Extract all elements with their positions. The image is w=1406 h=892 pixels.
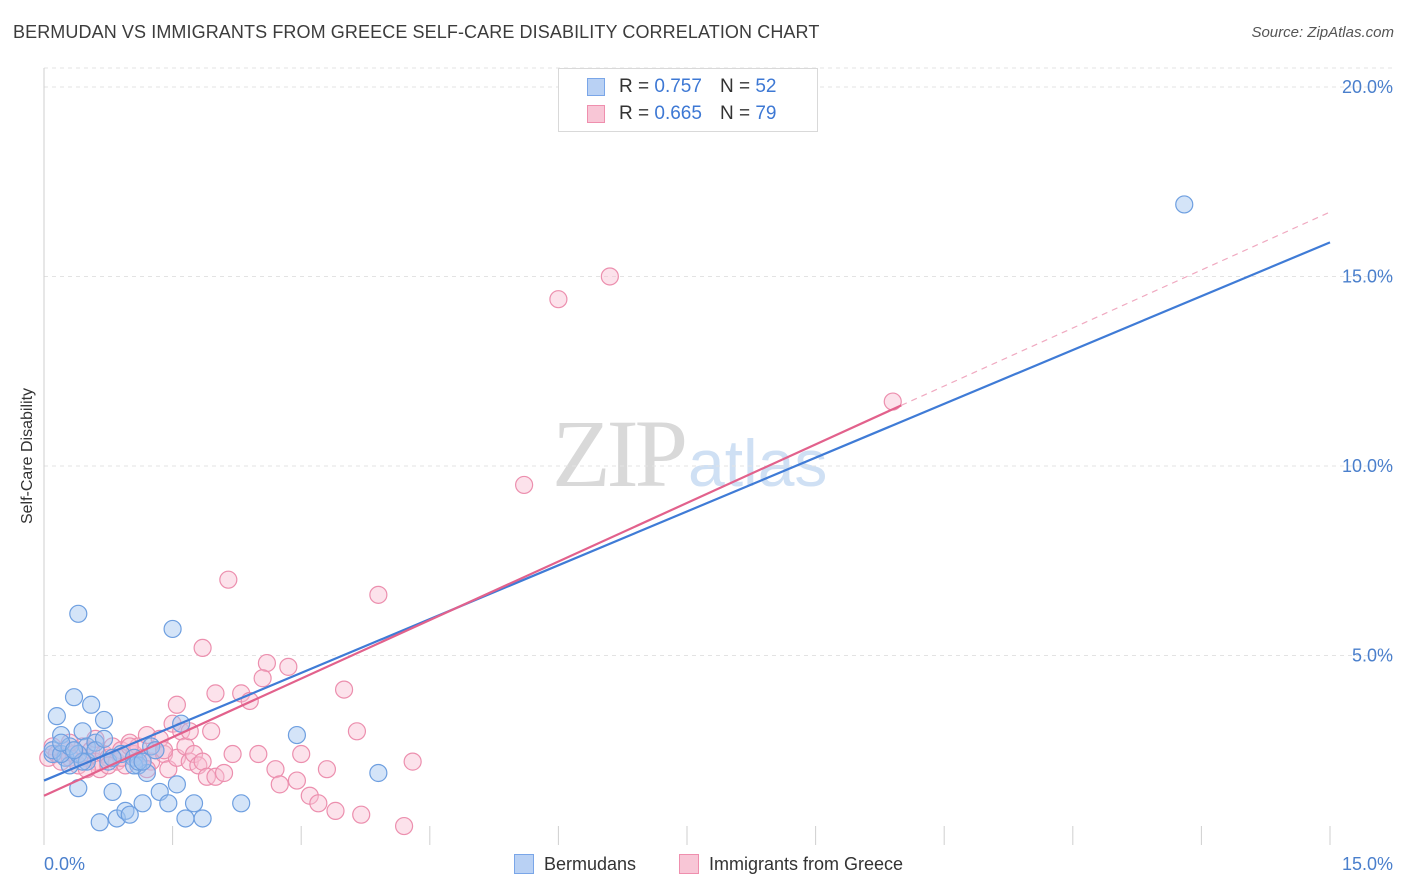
bermudan-point [193,809,212,828]
greece-point [352,805,371,824]
greece-point [292,744,311,764]
greece-point [266,760,285,779]
source-label: Source: ZipAtlas.com [1251,24,1394,41]
greece-point [202,722,221,741]
legend-n-value: 79 [755,102,777,124]
chart-title: BERMUDAN VS IMMIGRANTS FROM GREECE SELF-… [13,22,820,42]
bottom-legend-greece: Immigrants from Greece [679,851,903,877]
greece-point [193,638,212,658]
bermudan-point [64,688,84,707]
greece-point [600,267,619,286]
greece-point [334,680,354,699]
bermudan-point [69,604,88,623]
greece-point [515,475,534,495]
bottom-legend-label: Bermudans [544,853,637,874]
greece-point [214,763,234,783]
bermudan-point [167,775,186,794]
y-tick-label: 20.0% [1342,77,1393,97]
legend-r-value: 0.665 [654,102,702,124]
bottom-legend-label: Immigrants from Greece [709,853,904,874]
greece-point [287,771,307,790]
bottom-legend-swatch-bermudans [514,854,534,874]
bermudan-point [94,710,114,730]
bermudan-point [103,782,122,802]
greece-point [326,801,345,820]
legend: R = 0.757 N = 52 R = 0.665 N = 79 [558,68,818,132]
greece-point [309,794,328,813]
x-tick-label: 15.0% [1342,854,1393,874]
bermudan-point [47,707,66,726]
bermudan-point [90,813,109,832]
greece-point [394,816,414,836]
bermudan-point [64,741,84,760]
bermudan-point [159,794,178,813]
greece-point [279,657,298,676]
points-layer [39,195,1194,836]
bermudan-point [86,733,105,752]
bermudan-point [94,729,114,748]
y-tick-label: 10.0% [1342,456,1393,476]
legend-r-value: 0.757 [654,75,702,97]
legend-n-value: 52 [755,75,777,97]
bermudan-point [133,752,152,771]
bermudan-point [120,805,139,824]
bermudan-point [163,619,182,639]
legend-r-label: R = [619,102,650,124]
bermudan-point [287,725,307,745]
trend-layer [43,211,1331,797]
bermudan-trend-line [43,241,1331,782]
bottom-legend-bermudans: Bermudans [514,851,636,877]
greece-point [317,760,337,779]
legend-r-label: R = [619,75,650,97]
greece-point [193,752,212,771]
bermudan-point [176,809,195,828]
watermark-zip: ZIP [552,400,688,507]
bermudan-point [184,794,204,813]
y-tick-label: 15.0% [1342,266,1393,286]
legend-n-label: N = [719,102,751,124]
greece-point [253,669,272,688]
x-tick-label: 0.0% [44,854,85,874]
axis-layer [43,68,1331,845]
y-tick-label: 5.0% [1352,645,1393,665]
greece-point [206,767,225,786]
bermudan-point [1175,195,1194,214]
greece-point [257,653,277,673]
greece-point [206,684,225,703]
bermudan-point [369,763,388,783]
bottom-legend-swatch-greece [679,854,699,874]
bermudan-point [232,794,251,813]
legend-swatch-bermudans [587,77,605,96]
legend-row-greece: R = 0.665 N = 79 [559,100,776,127]
legend-swatch-greece [587,104,605,123]
greece-point [549,290,568,309]
greece-point [369,585,388,604]
legend-row-bermudans: R = 0.757 N = 52 [559,73,776,100]
greece-point [403,752,422,771]
greece-point [249,744,268,764]
bermudan-point [82,695,101,714]
greece-trend-extension [901,211,1331,406]
tick-layer: 5.0% 10.0% 15.0% 20.0% 0.0% 15.0% [44,77,1393,874]
greece-point [167,695,186,714]
grid-layer [44,67,1392,656]
greece-trend-line [43,404,902,797]
legend-n-label: N = [719,75,751,97]
greece-point [347,722,367,741]
greece-point [219,570,238,589]
greece-point [270,775,289,794]
bermudan-point [133,794,152,813]
greece-point [223,744,242,764]
